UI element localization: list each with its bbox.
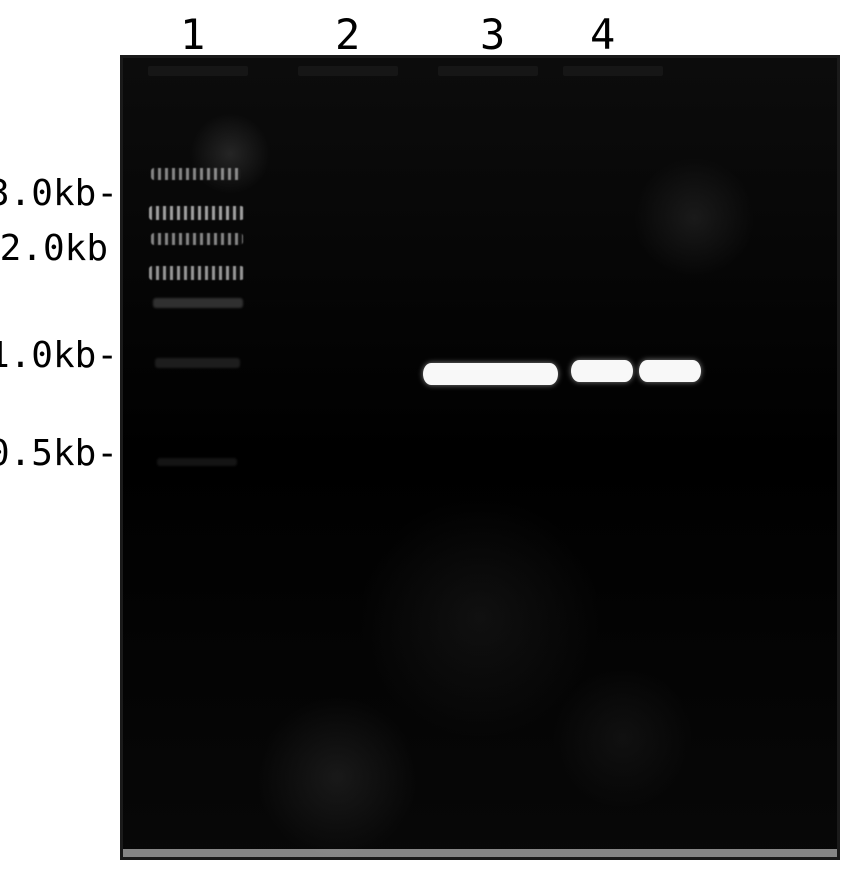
ladder-band [151, 168, 241, 180]
marker-2kb: 2.0kb [0, 228, 108, 269]
ladder-band [149, 206, 244, 220]
band-lane4-1kb-part2 [639, 360, 701, 382]
well-lane-4 [563, 66, 663, 76]
band-lane3-1kb [423, 363, 558, 385]
band-lane4-1kb [571, 360, 633, 382]
lane-label-3: 3 [480, 10, 505, 59]
lane-label-2: 2 [335, 10, 360, 59]
ladder-band-faint [155, 358, 240, 368]
marker-labels-column: 3.0kb- 2.0kb 1.0kb- 0.5kb- [0, 55, 118, 860]
marker-1kb: 1.0kb- [0, 335, 118, 376]
gel-image [120, 55, 840, 860]
well-lane-3 [438, 66, 538, 76]
well-lane-1 [148, 66, 248, 76]
marker-3kb: 3.0kb- [0, 173, 118, 214]
marker-0-5kb: 0.5kb- [0, 433, 118, 474]
gel-bottom-edge [123, 849, 837, 857]
lane-labels-row: 1 2 3 4 [140, 10, 840, 60]
ladder-band-faint [157, 458, 237, 466]
lane-label-1: 1 [180, 10, 205, 59]
lane-label-4: 4 [590, 10, 615, 59]
ladder-band-faint [153, 298, 243, 308]
ladder-band [151, 233, 243, 245]
well-lane-2 [298, 66, 398, 76]
ladder-band [149, 266, 244, 280]
